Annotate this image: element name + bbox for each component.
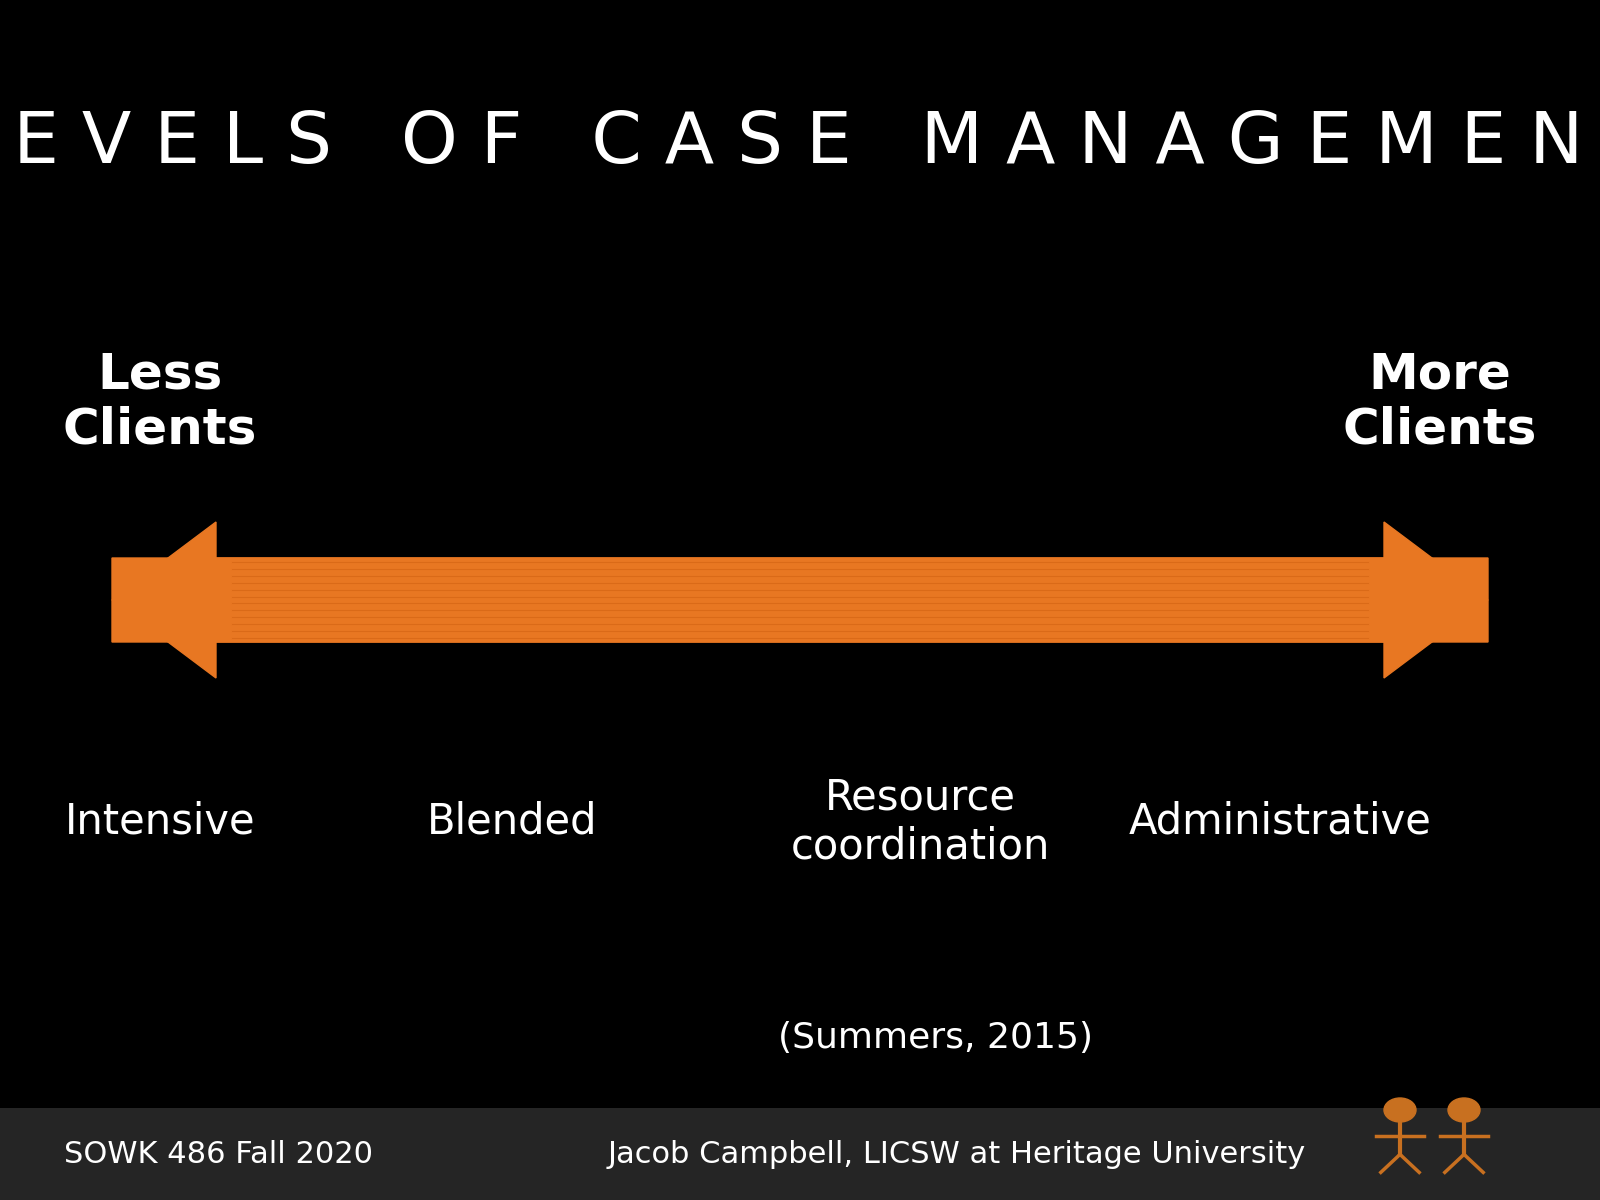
FancyArrow shape <box>112 522 1488 678</box>
Text: Intensive: Intensive <box>64 802 256 842</box>
Text: (Summers, 2015): (Summers, 2015) <box>779 1021 1093 1055</box>
Text: More
Clients: More Clients <box>1342 350 1538 454</box>
Text: Less
Clients: Less Clients <box>62 350 258 454</box>
Circle shape <box>1384 1098 1416 1122</box>
Circle shape <box>1448 1098 1480 1122</box>
Text: Blended: Blended <box>427 802 597 842</box>
Text: Administrative: Administrative <box>1128 802 1432 842</box>
Text: L E V E L S   O F   C A S E   M A N A G E M E N T: L E V E L S O F C A S E M A N A G E M E … <box>0 109 1600 179</box>
FancyArrow shape <box>112 522 1488 678</box>
Text: Resource
coordination: Resource coordination <box>790 776 1050 868</box>
Text: SOWK 486 Fall 2020: SOWK 486 Fall 2020 <box>64 1140 373 1169</box>
Text: Jacob Campbell, LICSW at Heritage University: Jacob Campbell, LICSW at Heritage Univer… <box>608 1140 1306 1169</box>
Bar <box>0 1108 1600 1200</box>
